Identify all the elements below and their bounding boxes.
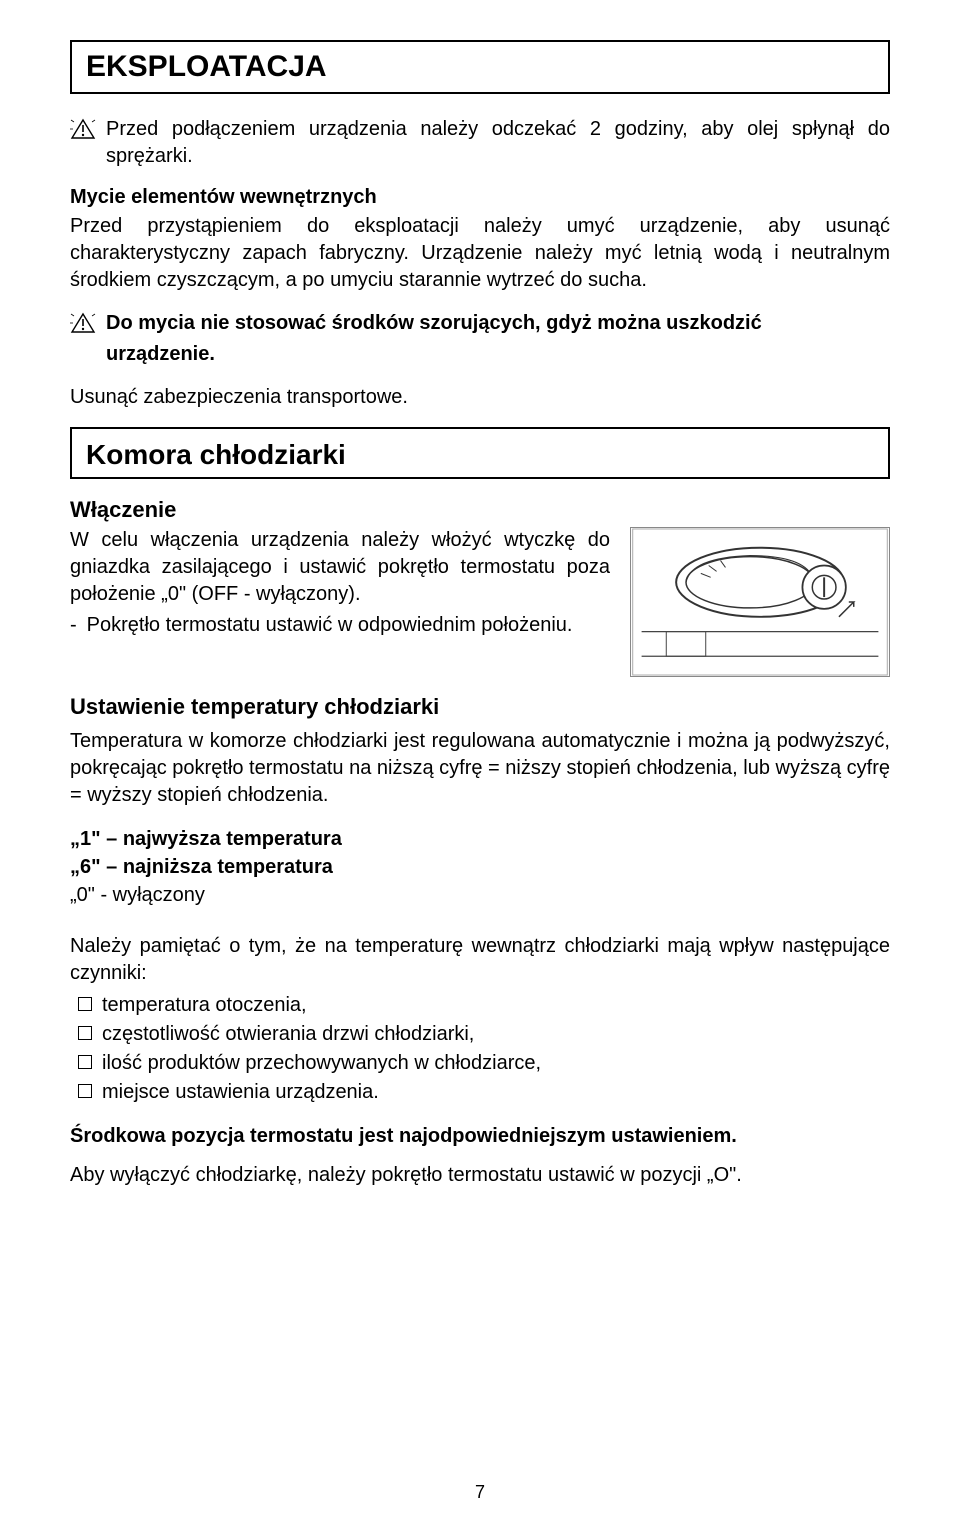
page-title: EKSPLOATACJA — [86, 50, 874, 84]
setting-1: „1" – najwyższa temperatura — [70, 825, 890, 853]
warning-2-text-b: urządzenie. — [106, 341, 890, 368]
washing-body: Przed przystąpieniem do eksploatacji nal… — [70, 213, 890, 294]
factor-text: ilość produktów przechowywanych w chłodz… — [102, 1049, 541, 1078]
turn-on-body: W celu włączenia urządzenia należy włoży… — [70, 527, 610, 608]
settings-block: „1" – najwyższa temperatura „6" – najniż… — [70, 825, 890, 909]
list-item: temperatura otoczenia, — [78, 991, 890, 1020]
list-item: ilość produktów przechowywanych w chłodz… — [78, 1049, 890, 1078]
setting-6: „6" – najniższa temperatura — [70, 853, 890, 881]
factors-list: temperatura otoczenia, częstotliwość otw… — [78, 991, 890, 1107]
warning-1: Przed podłączeniem urządzenia należy odc… — [70, 116, 890, 170]
turn-on-dash-text: Pokrętło termostatu ustawić w odpowiedni… — [87, 612, 573, 639]
factor-text: miejsce ustawienia urządzenia. — [102, 1078, 379, 1107]
warning-2-text-a: Do mycia nie stosować środków szorującyc… — [106, 310, 762, 337]
factors-intro: Należy pamiętać o tym, że na temperaturę… — [70, 933, 890, 987]
temp-set-heading: Ustawienie temperatury chłodziarki — [70, 694, 890, 720]
section-box: Komora chłodziarki — [70, 427, 890, 479]
warning-icon — [70, 118, 96, 140]
factor-text: temperatura otoczenia, — [102, 991, 307, 1020]
section-title: Komora chłodziarki — [86, 439, 874, 471]
factor-text: częstotliwość otwierania drzwi chłodziar… — [102, 1020, 474, 1049]
list-item: miejsce ustawienia urządzenia. — [78, 1078, 890, 1107]
warning-icon — [70, 312, 96, 334]
washing-heading: Mycie elementów wewnętrznych — [70, 186, 890, 209]
off-note: Aby wyłączyć chłodziarkę, należy pokrętł… — [70, 1162, 890, 1189]
warning-2: Do mycia nie stosować środków szorującyc… — [70, 310, 890, 337]
page-number: 7 — [0, 1482, 960, 1503]
temp-set-body: Temperatura w komorze chłodziarki jest r… — [70, 728, 890, 809]
warning-1-text: Przed podłączeniem urządzenia należy odc… — [106, 116, 890, 170]
remove-locks-text: Usunąć zabezpieczenia transportowe. — [70, 384, 890, 411]
turn-on-dash-item: - Pokrętło termostatu ustawić w odpowied… — [70, 612, 610, 639]
setting-0: „0" - wyłączony — [70, 881, 890, 909]
title-box: EKSPLOATACJA — [70, 40, 890, 94]
square-bullet-icon — [78, 997, 92, 1011]
turn-on-row: W celu włączenia urządzenia należy włoży… — [70, 527, 890, 682]
dash-marker: - — [70, 612, 77, 639]
list-item: częstotliwość otwierania drzwi chłodziar… — [78, 1020, 890, 1049]
thermostat-illustration — [630, 527, 890, 677]
square-bullet-icon — [78, 1026, 92, 1040]
square-bullet-icon — [78, 1055, 92, 1069]
square-bullet-icon — [78, 1084, 92, 1098]
bold-note: Środkowa pozycja termostatu jest najodpo… — [70, 1125, 890, 1148]
turn-on-heading: Włączenie — [70, 497, 890, 523]
